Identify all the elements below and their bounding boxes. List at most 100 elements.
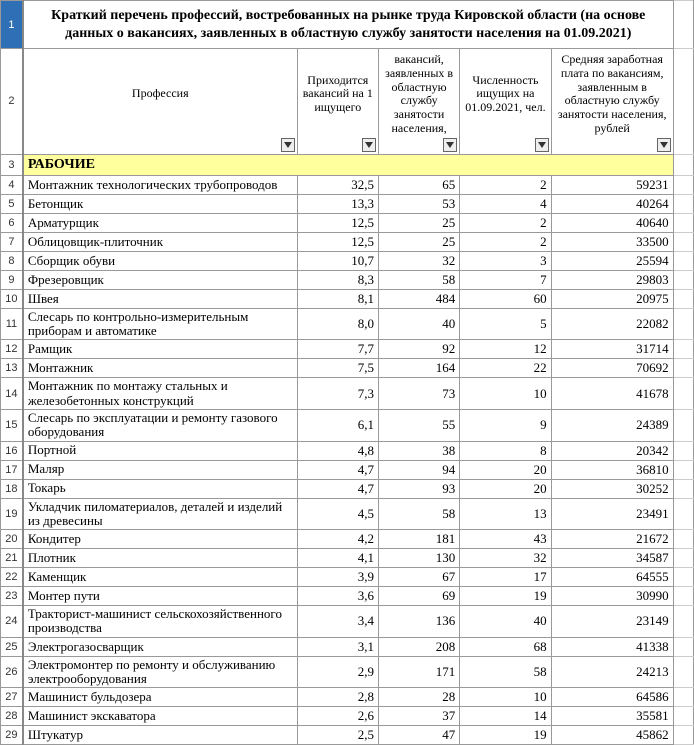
value-cell: 7,7 [297, 340, 378, 359]
row-number[interactable]: 2 [1, 49, 23, 155]
row-number[interactable]: 23 [1, 587, 23, 606]
empty-cell [673, 587, 693, 606]
row-number[interactable]: 6 [1, 213, 23, 232]
row-number[interactable]: 12 [1, 340, 23, 359]
value-cell: 2,8 [297, 688, 378, 707]
row-number[interactable]: 13 [1, 359, 23, 378]
row-number[interactable]: 24 [1, 606, 23, 638]
row-number[interactable]: 16 [1, 441, 23, 460]
value-cell: 69 [378, 587, 459, 606]
header-label: Приходится вакансий на 1 ищущего [303, 73, 373, 115]
value-cell: 8 [460, 441, 551, 460]
row-number[interactable]: 29 [1, 726, 23, 745]
row-number[interactable]: 22 [1, 568, 23, 587]
value-cell: 59231 [551, 175, 673, 194]
value-cell: 67 [378, 568, 459, 587]
row-number[interactable]: 8 [1, 251, 23, 270]
row-number[interactable]: 27 [1, 688, 23, 707]
value-cell: 93 [378, 479, 459, 498]
row-number[interactable]: 7 [1, 232, 23, 251]
empty-cell [673, 251, 693, 270]
value-cell: 9 [460, 409, 551, 441]
value-cell: 3,6 [297, 587, 378, 606]
value-cell: 45862 [551, 726, 673, 745]
value-cell: 2,6 [297, 707, 378, 726]
row-number[interactable]: 26 [1, 656, 23, 688]
value-cell: 21672 [551, 530, 673, 549]
empty-cell [673, 530, 693, 549]
value-cell: 22 [460, 359, 551, 378]
header-label: Профессия [132, 86, 189, 100]
row-number[interactable]: 10 [1, 289, 23, 308]
value-cell: 19 [460, 726, 551, 745]
profession-cell: Монтажник [23, 359, 297, 378]
value-cell: 64586 [551, 688, 673, 707]
value-cell: 58 [378, 270, 459, 289]
value-cell: 47 [378, 726, 459, 745]
row-number[interactable]: 14 [1, 378, 23, 410]
value-cell: 12 [460, 340, 551, 359]
value-cell: 92 [378, 340, 459, 359]
header-col4: Средняя заработная плата по вакансиям, з… [551, 49, 673, 155]
filter-dropdown-icon[interactable] [535, 138, 549, 152]
row-number[interactable]: 21 [1, 549, 23, 568]
value-cell: 31714 [551, 340, 673, 359]
value-cell: 10 [460, 378, 551, 410]
value-cell: 4,8 [297, 441, 378, 460]
empty-cell [673, 1, 693, 49]
value-cell: 6,1 [297, 409, 378, 441]
row-number[interactable]: 4 [1, 175, 23, 194]
row-number[interactable]: 3 [1, 154, 23, 175]
value-cell: 7,5 [297, 359, 378, 378]
row-number[interactable]: 20 [1, 530, 23, 549]
row-number[interactable]: 28 [1, 707, 23, 726]
empty-cell [673, 175, 693, 194]
value-cell: 130 [378, 549, 459, 568]
value-cell: 23491 [551, 498, 673, 530]
value-cell: 40264 [551, 194, 673, 213]
profession-cell: Сборщик обуви [23, 251, 297, 270]
value-cell: 40 [378, 308, 459, 340]
value-cell: 13 [460, 498, 551, 530]
value-cell: 41678 [551, 378, 673, 410]
value-cell: 136 [378, 606, 459, 638]
profession-cell: Кондитер [23, 530, 297, 549]
row-number[interactable]: 1 [1, 1, 23, 49]
value-cell: 38 [378, 441, 459, 460]
value-cell: 29803 [551, 270, 673, 289]
row-number[interactable]: 17 [1, 460, 23, 479]
value-cell: 4 [460, 194, 551, 213]
filter-dropdown-icon[interactable] [443, 138, 457, 152]
row-number[interactable]: 15 [1, 409, 23, 441]
empty-cell [673, 656, 693, 688]
filter-dropdown-icon[interactable] [362, 138, 376, 152]
filter-dropdown-icon[interactable] [657, 138, 671, 152]
profession-cell: Монтер пути [23, 587, 297, 606]
filter-dropdown-icon[interactable] [281, 138, 295, 152]
value-cell: 7,3 [297, 378, 378, 410]
row-number[interactable]: 25 [1, 637, 23, 656]
value-cell: 25 [378, 213, 459, 232]
value-cell: 43 [460, 530, 551, 549]
value-cell: 20 [460, 479, 551, 498]
empty-cell [673, 378, 693, 410]
value-cell: 164 [378, 359, 459, 378]
value-cell: 58 [460, 656, 551, 688]
empty-cell [673, 340, 693, 359]
row-number[interactable]: 19 [1, 498, 23, 530]
value-cell: 5 [460, 308, 551, 340]
value-cell: 10 [460, 688, 551, 707]
value-cell: 30990 [551, 587, 673, 606]
spreadsheet-table: 1 Краткий перечень профессий, востребова… [0, 0, 694, 745]
value-cell: 17 [460, 568, 551, 587]
row-number[interactable]: 18 [1, 479, 23, 498]
empty-cell [673, 270, 693, 289]
row-number[interactable]: 11 [1, 308, 23, 340]
profession-cell: Каменщик [23, 568, 297, 587]
row-number[interactable]: 5 [1, 194, 23, 213]
value-cell: 24213 [551, 656, 673, 688]
row-number[interactable]: 9 [1, 270, 23, 289]
profession-cell: Портной [23, 441, 297, 460]
value-cell: 12,5 [297, 213, 378, 232]
value-cell: 35581 [551, 707, 673, 726]
